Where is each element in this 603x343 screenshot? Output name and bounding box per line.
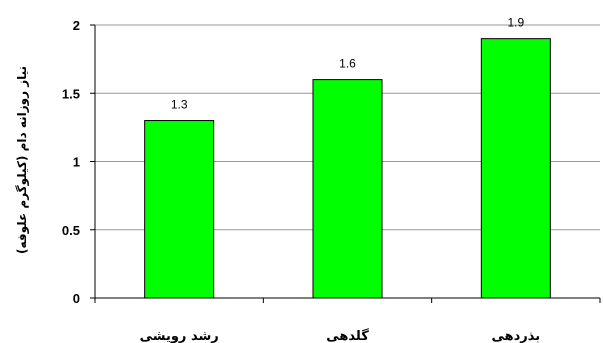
data-label: 1.3 [171,98,188,112]
axes [90,24,601,303]
y-tick-label: 1 [73,155,80,170]
y-tick-label: 0.5 [62,223,80,238]
bar [480,38,551,299]
data-labels: 1.3 1.6 1.9 [171,16,525,112]
data-label: 1.9 [507,16,524,30]
y-tick-label: 0 [73,291,80,306]
category-label: گلدهی [326,328,369,343]
bar [144,120,215,299]
data-label: 1.6 [339,57,356,71]
bars [144,38,551,299]
bar [312,79,383,299]
y-tick-label: 2 [73,18,80,33]
category-label: بذردهی [491,329,540,343]
category-labels: رشد رویشی گلدهی بذردهی [140,328,541,343]
category-label: رشد رویشی [140,329,219,343]
y-axis-title: نیاز روزانه دام (کیلوگرم علوفه) [15,66,30,254]
y-tick-label: 1.5 [62,86,80,101]
y-tick-labels: 0 0.5 1 1.5 2 [62,18,80,306]
